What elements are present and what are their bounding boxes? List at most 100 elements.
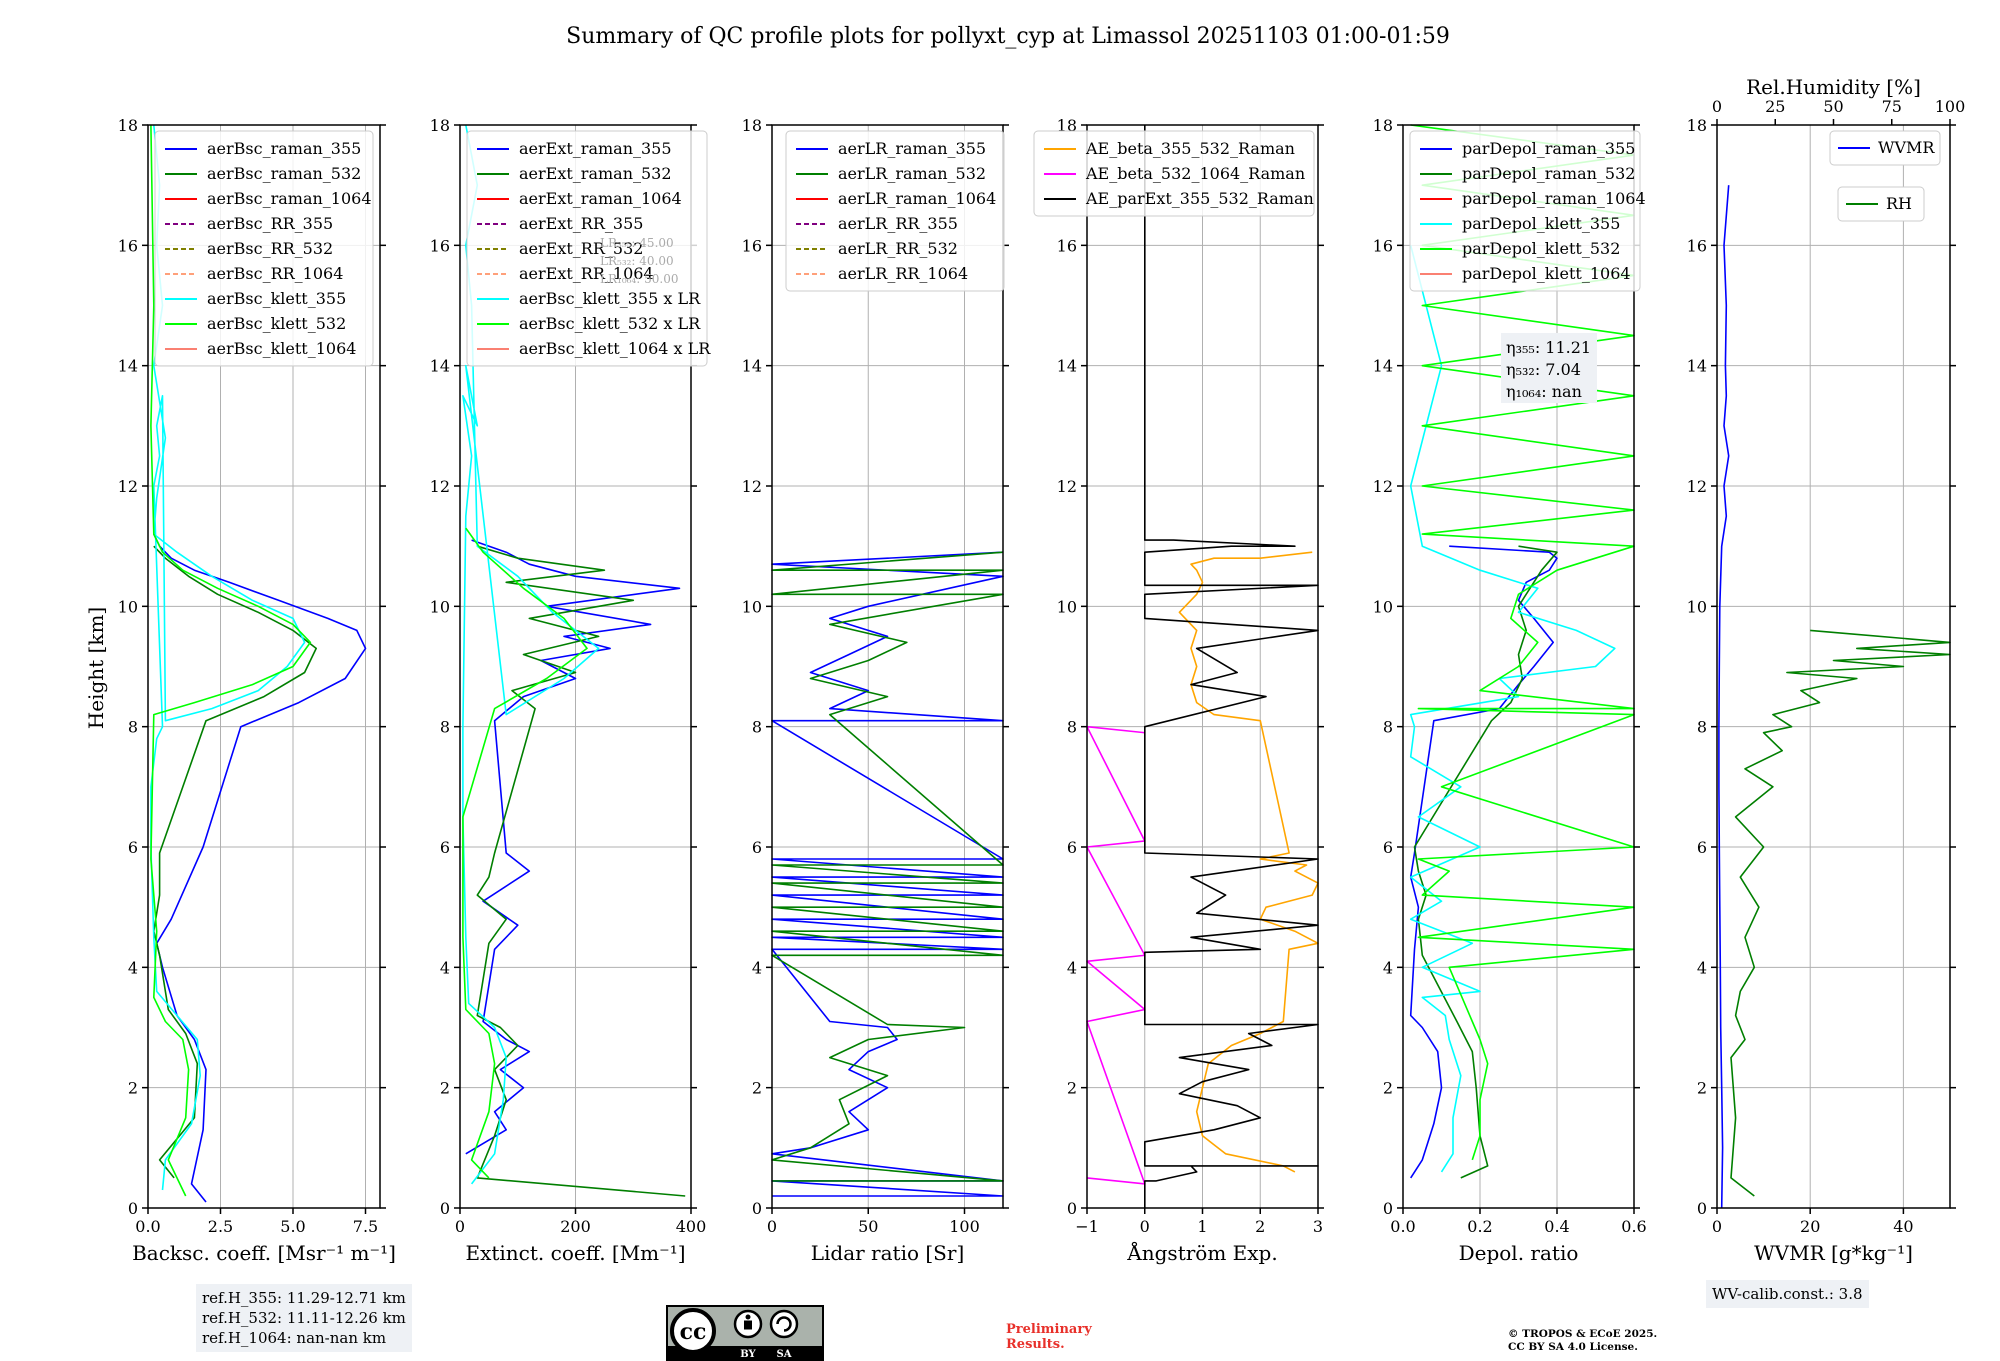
y-tick-label: 14 bbox=[118, 357, 138, 376]
eta-note: η₃₅₅: 11.21 bbox=[1506, 338, 1591, 357]
panel-2-series bbox=[462, 124, 686, 1197]
panel-1-frame bbox=[147, 124, 381, 1209]
y-tick-label: 18 bbox=[1057, 116, 1077, 135]
legend-label: aerBsc_RR_532 bbox=[207, 239, 333, 258]
series-aerbsc-klett-532 bbox=[150, 124, 312, 1197]
y-tick-label: 16 bbox=[1687, 236, 1707, 255]
panel-1: 0 2 4 6 8 10 12 14 16 18 0.0 2.5 5.0 7.5 Backsc. coeff… bbox=[118, 116, 396, 1265]
y-tick-label: 6 bbox=[1697, 838, 1707, 857]
legend-label: parDepol_klett_355 bbox=[1462, 214, 1620, 233]
panel-2-legend: aerExt_raman_355 aerExt_raman_532 aerExt_r… bbox=[466, 130, 711, 367]
legend-label: aerExt_raman_532 bbox=[519, 164, 672, 183]
y-tick-label: 10 bbox=[430, 597, 450, 616]
legend-box bbox=[466, 130, 708, 367]
y-tick-label: 18 bbox=[1373, 116, 1393, 135]
legend-label: aerBsc_klett_355 x LR bbox=[519, 289, 701, 308]
y-tick-label: 0 bbox=[1383, 1199, 1393, 1218]
lr-note: LR₃₅₅: 45.00 bbox=[600, 236, 674, 250]
legend-label: aerLR_raman_532 bbox=[838, 164, 986, 183]
panel-6: 0 2 4 6 8 10 12 14 16 18 0 20 40 WVMR [g*kg⁻¹] 0 25 50 75… bbox=[1687, 75, 1966, 1265]
rh-axis-label: Rel.Humidity [%] bbox=[1746, 75, 1921, 99]
x-tick-label: 40 bbox=[1893, 1217, 1913, 1236]
y-tick-label: 2 bbox=[440, 1079, 450, 1098]
legend-label: parDepol_raman_532 bbox=[1462, 164, 1635, 183]
x-tick-label: 0.6 bbox=[1621, 1217, 1646, 1236]
legend-label: aerBsc_klett_532 x LR bbox=[519, 314, 701, 333]
y-tick-label: 2 bbox=[1697, 1079, 1707, 1098]
series-aerbsc-klett-355-x-lr bbox=[462, 124, 600, 1185]
series-aerbsc-klett-355 bbox=[150, 124, 306, 1191]
rh-tick-label: 100 bbox=[1935, 97, 1966, 116]
y-tick-label: 8 bbox=[1067, 718, 1077, 737]
panel-3-legend: aerLR_raman_355 aerLR_raman_532 aerLR_rama… bbox=[785, 130, 1005, 292]
eta-note: η₅₃₂: 7.04 bbox=[1506, 360, 1581, 379]
cc-by-sa-logo: cc BY SA bbox=[666, 1305, 824, 1361]
y-tick-label: 0 bbox=[752, 1199, 762, 1218]
y-tick-label: 12 bbox=[430, 477, 450, 496]
rh-tick-label: 0 bbox=[1712, 97, 1722, 116]
legend-label: aerBsc_raman_1064 bbox=[207, 189, 372, 208]
legend-label: WVMR bbox=[1878, 138, 1935, 157]
ref-h-355: ref.H_355: 11.29-12.71 km bbox=[202, 1289, 406, 1307]
x-tick-label: 5.0 bbox=[280, 1217, 305, 1236]
y-tick-label: 12 bbox=[1687, 477, 1707, 496]
x-axis-label: Extinct. coeff. [Mm⁻¹] bbox=[465, 1241, 685, 1265]
y-tick-label: 4 bbox=[440, 958, 450, 977]
y-tick-label: 14 bbox=[1057, 357, 1077, 376]
legend-label: aerBsc_klett_532 bbox=[207, 314, 346, 333]
y-tick-label: 16 bbox=[1373, 236, 1393, 255]
x-tick-label: 2 bbox=[1255, 1217, 1265, 1236]
y-tick-label: 14 bbox=[742, 357, 762, 376]
x-tick-label: 7.5 bbox=[353, 1217, 378, 1236]
y-tick-label: 18 bbox=[1687, 116, 1707, 135]
copyright-line-1: © TROPOS & ECoE 2025. bbox=[1508, 1328, 1658, 1340]
panel-6-frame bbox=[1716, 124, 1951, 1209]
legend-label: aerLR_RR_355 bbox=[838, 214, 958, 233]
legend-label: aerLR_RR_532 bbox=[838, 239, 958, 258]
y-tick-label: 12 bbox=[1057, 477, 1077, 496]
panel-5-series bbox=[1409, 124, 1635, 1179]
legend-label: aerBsc_klett_1064 bbox=[207, 339, 356, 358]
lr-note: LR₅₃₂: 40.00 bbox=[600, 254, 674, 268]
y-tick-label: 6 bbox=[1383, 838, 1393, 857]
cc-sa-label: SA bbox=[777, 1349, 792, 1360]
y-tick-label: 10 bbox=[1373, 597, 1393, 616]
ref-h-1064: ref.H_1064: nan-nan km bbox=[202, 1329, 387, 1347]
y-tick-label: 14 bbox=[1687, 357, 1707, 376]
wv-calib-text: WV-calib.const.: 3.8 bbox=[1712, 1285, 1863, 1303]
copyright-note: © TROPOS & ECoE 2025. CC BY SA 4.0 Licen… bbox=[1508, 1328, 1657, 1354]
wvmr-legend: WVMR bbox=[1829, 130, 1941, 166]
x-tick-label: 400 bbox=[676, 1217, 707, 1236]
legend-label: aerExt_raman_1064 bbox=[519, 189, 682, 208]
x-axis-label: Backsc. coeff. [Msr⁻¹ m⁻¹] bbox=[132, 1241, 396, 1265]
x-tick-label: 2.5 bbox=[208, 1217, 233, 1236]
y-tick-label: 14 bbox=[430, 357, 450, 376]
legend-label: aerBsc_RR_1064 bbox=[207, 264, 343, 283]
y-tick-label: 6 bbox=[440, 838, 450, 857]
y-tick-label: 0 bbox=[128, 1199, 138, 1218]
y-tick-label: 6 bbox=[752, 838, 762, 857]
x-tick-label: 0.4 bbox=[1544, 1217, 1569, 1236]
panel-1-series bbox=[150, 124, 367, 1203]
y-tick-label: 6 bbox=[1067, 838, 1077, 857]
x-tick-label: 0 bbox=[1712, 1217, 1722, 1236]
x-tick-label: 100 bbox=[949, 1217, 980, 1236]
y-tick-label: 2 bbox=[128, 1079, 138, 1098]
y-tick-label: 6 bbox=[128, 838, 138, 857]
y-tick-label: 10 bbox=[1687, 597, 1707, 616]
y-tick-label: 16 bbox=[430, 236, 450, 255]
x-axis-label: Lidar ratio [Sr] bbox=[811, 1241, 965, 1265]
legend-label: aerLR_RR_1064 bbox=[838, 264, 968, 283]
x-tick-label: −1 bbox=[1075, 1217, 1099, 1236]
x-tick-label: 3 bbox=[1313, 1217, 1323, 1236]
preliminary-results-note: Preliminary Results. bbox=[1006, 1322, 1092, 1352]
y-tick-label: 8 bbox=[1697, 718, 1707, 737]
y-tick-label: 12 bbox=[1373, 477, 1393, 496]
panel-1-legend: aerBsc_raman_355 aerBsc_raman_532 aerBsc_r… bbox=[154, 130, 374, 367]
x-axis-label: Depol. ratio bbox=[1459, 1241, 1579, 1265]
legend-box bbox=[785, 130, 1005, 292]
legend-label: aerExt_RR_532 bbox=[519, 239, 643, 258]
legend-label: aerBsc_raman_355 bbox=[207, 139, 361, 158]
